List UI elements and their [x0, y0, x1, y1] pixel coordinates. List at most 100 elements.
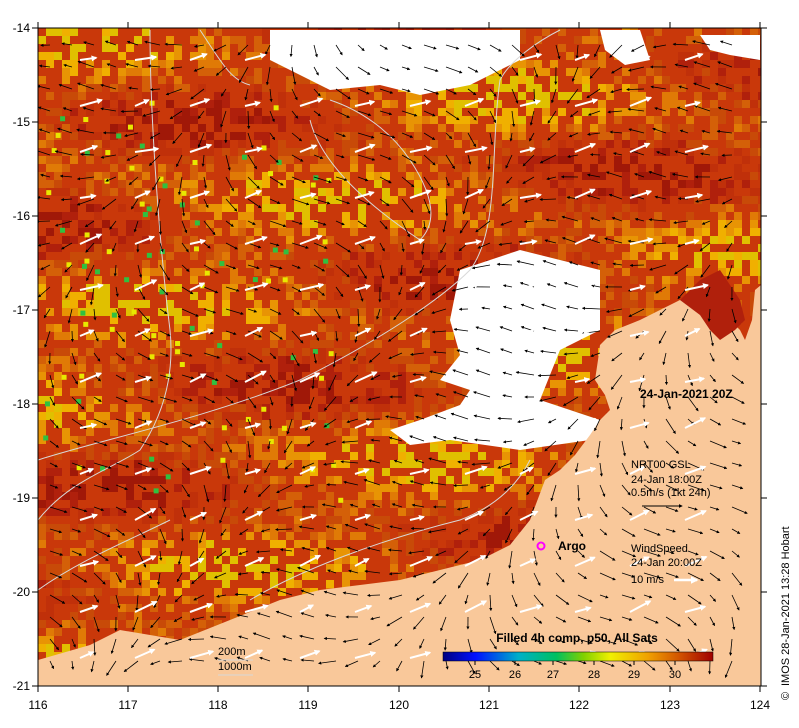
current-arrow-icon — [357, 154, 376, 161]
current-arrow-icon — [203, 198, 209, 209]
current-arrow-icon — [415, 594, 425, 601]
current-arrow-icon — [515, 371, 535, 376]
current-arrow-icon — [71, 572, 88, 583]
wind-arrow-icon — [409, 556, 434, 567]
current-arrow-icon — [467, 44, 481, 51]
current-arrow-icon — [621, 484, 631, 496]
current-arrow-icon — [342, 591, 359, 596]
current-arrow-icon — [245, 462, 249, 473]
current-arrow-icon — [301, 546, 315, 552]
current-arrow-icon — [93, 594, 99, 603]
current-arrow-icon — [181, 396, 193, 402]
current-arrow-icon — [437, 264, 447, 274]
current-arrow-icon — [431, 286, 447, 296]
wind-arrow-icon — [464, 374, 489, 383]
colorbar-title: Filled 4h comp, p50, All Sats — [496, 631, 658, 645]
current-arrow-icon — [577, 660, 587, 665]
lat-tick-label: -15 — [13, 115, 31, 129]
current-arrow-icon — [366, 546, 381, 552]
current-arrow-icon — [599, 594, 609, 599]
current-arrow-icon — [90, 660, 95, 673]
current-arrow-icon — [54, 220, 73, 227]
wind-legend: WindSpeed 24-Jan 20:00Z 10 m/s — [631, 543, 702, 586]
current-arrow-icon — [481, 306, 491, 310]
wind-arrow-icon — [79, 193, 97, 200]
current-arrow-icon — [726, 242, 733, 252]
current-arrow-icon — [181, 418, 197, 427]
current-arrow-icon — [379, 176, 392, 184]
current-arrow-icon — [269, 110, 275, 123]
current-arrow-icon — [577, 594, 593, 603]
current-arrow-icon — [709, 616, 715, 627]
lat-tick-label: -19 — [13, 491, 31, 505]
wind-arrow-icon — [244, 189, 263, 199]
current-arrow-icon — [563, 281, 579, 288]
current-arrow-icon — [379, 66, 390, 72]
current-arrow-icon — [213, 44, 227, 52]
current-arrow-icon — [61, 242, 73, 250]
current-arrow-icon — [692, 40, 711, 46]
current-arrow-icon — [93, 396, 102, 402]
current-arrow-icon — [672, 42, 689, 46]
current-arrow-icon — [502, 305, 513, 310]
current-arrow-icon — [664, 374, 669, 386]
current-arrow-icon — [391, 374, 403, 378]
wind-arrow-icon — [189, 143, 213, 153]
wind-arrow-icon — [244, 604, 269, 613]
current-arrow-icon — [467, 88, 477, 96]
wind-arrow-icon — [79, 55, 98, 62]
current-arrow-icon — [555, 638, 566, 644]
wind-arrow-icon — [519, 99, 542, 107]
current-arrow-icon — [38, 242, 51, 247]
current-arrow-icon — [86, 264, 95, 282]
current-arrow-icon — [49, 374, 55, 389]
wind-arrow-icon — [354, 420, 373, 429]
current-arrow-icon — [177, 176, 183, 196]
current-arrow-icon — [225, 440, 232, 453]
argo-float-icon[interactable] — [536, 541, 546, 551]
wind-arrow-icon — [684, 327, 701, 337]
current-arrow-icon — [367, 593, 381, 597]
current-arrow-icon — [511, 66, 519, 76]
current-arrow-icon — [611, 66, 623, 74]
current-arrow-icon — [676, 106, 689, 112]
wind-arrow-icon — [519, 558, 537, 567]
current-arrow-icon — [181, 352, 193, 357]
current-arrow-icon — [506, 176, 513, 184]
wind-arrow-icon — [464, 329, 483, 337]
current-arrow-icon — [203, 352, 221, 359]
current-arrow-icon — [379, 198, 390, 207]
current-arrow-icon — [699, 242, 711, 252]
wind-arrow-icon — [354, 604, 373, 613]
current-arrow-icon — [577, 616, 592, 623]
wind-arrow-icon — [79, 559, 100, 567]
current-arrow-icon — [709, 396, 718, 404]
copyright-icon: © — [780, 692, 792, 700]
current-arrow-icon — [731, 396, 745, 404]
wind-arrow-icon — [464, 554, 487, 567]
wind-arrow-icon — [684, 376, 706, 383]
current-arrow-icon — [93, 462, 112, 469]
current-arrow-icon — [731, 330, 739, 343]
current-arrow-icon — [627, 107, 645, 112]
current-arrow-icon — [49, 462, 58, 468]
current-arrow-icon — [353, 352, 359, 362]
wind-arrow-icon — [244, 146, 263, 153]
current-arrow-icon — [634, 173, 645, 178]
wind-arrow-icon — [354, 235, 376, 245]
current-arrow-icon — [409, 480, 425, 486]
current-arrow-icon — [242, 506, 249, 514]
current-arrow-icon — [247, 374, 259, 385]
current-arrow-icon — [643, 462, 653, 473]
argo-marker[interactable] — [536, 541, 546, 551]
current-arrow-icon — [643, 594, 653, 599]
current-arrow-icon — [269, 88, 273, 103]
current-arrow-icon — [577, 572, 588, 580]
current-arrow-icon — [442, 220, 447, 233]
wind-arrow-icon — [189, 557, 205, 567]
current-arrow-icon — [123, 660, 139, 672]
lon-tick-label: 120 — [389, 698, 409, 712]
current-arrow-icon — [308, 396, 315, 410]
current-arrow-icon — [93, 352, 101, 362]
current-arrow-icon — [652, 127, 667, 134]
